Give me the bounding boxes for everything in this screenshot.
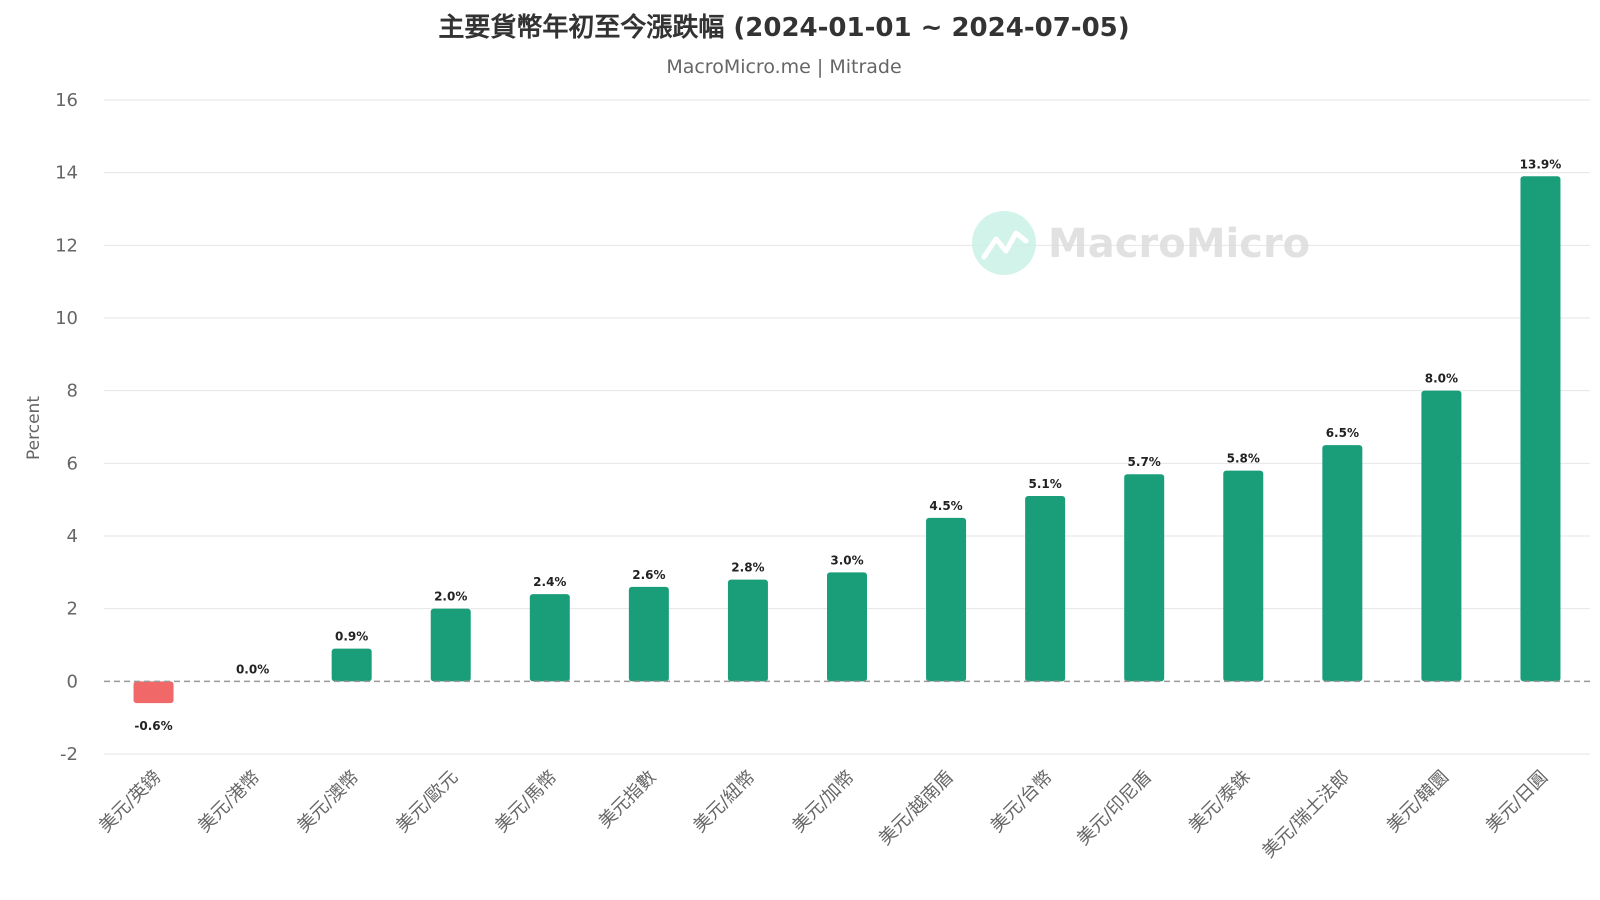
x-axis: 美元/英鎊 美元/港幣 美元/澳幣 美元/歐元 美元/馬幣 美元指數 美元/紐幣 美元/加幣美… — [95, 767, 1552, 863]
data-label: 2.6% — [632, 568, 665, 582]
watermark: MacroMicro — [972, 211, 1310, 275]
x-tick-label: 美元/紐幣 — [689, 767, 759, 837]
x-tick-label: 美元/瑞士法郎 — [1258, 767, 1354, 863]
bar — [628, 586, 669, 682]
data-label: 8.0% — [1425, 372, 1458, 386]
y-axis-label: Percent — [24, 396, 44, 460]
data-label: 0.0% — [236, 662, 269, 676]
y-tick-label: 4 — [67, 526, 78, 547]
data-label: 5.1% — [1028, 477, 1061, 491]
y-tick-label: 8 — [67, 381, 78, 402]
y-tick-label: 0 — [67, 671, 78, 692]
bar — [1421, 390, 1462, 682]
data-label: -0.6% — [134, 719, 172, 733]
bar — [1124, 474, 1165, 682]
data-label: 2.4% — [533, 575, 566, 589]
bar — [827, 572, 867, 682]
chart-title: 主要貨幣年初至今漲跌幅 (2024-01-01 ~ 2024-07-05) — [438, 12, 1129, 43]
x-tick-label: 美元/歐元 — [392, 767, 462, 837]
data-label: 0.9% — [335, 630, 368, 644]
x-tick-label: 美元/泰銖 — [1185, 767, 1255, 837]
chart-subtitle: MacroMicro.me | Mitrade — [666, 56, 901, 78]
bar — [430, 608, 471, 682]
x-tick-label: 美元/加幣 — [788, 767, 858, 837]
bars — [133, 176, 1561, 704]
x-tick-label: 美元/澳幣 — [293, 767, 363, 837]
data-label: 5.7% — [1128, 455, 1161, 469]
data-label: 3.0% — [830, 553, 863, 567]
y-tick-label: 10 — [55, 308, 78, 329]
bar — [331, 648, 372, 682]
y-tick-label: 2 — [67, 599, 78, 620]
y-axis: -2 0 2 4 6 8 10 12 14 16 — [55, 90, 78, 765]
data-label: 5.8% — [1227, 452, 1260, 466]
bar — [1520, 176, 1561, 682]
bar — [1322, 445, 1363, 682]
bar — [133, 681, 174, 704]
chart-trend-icon — [972, 211, 1036, 275]
y-tick-label: -2 — [60, 744, 78, 765]
x-tick-label: 美元/韓圜 — [1383, 767, 1453, 837]
x-tick-label: 美元/港幣 — [194, 767, 264, 837]
x-tick-label: 美元指數 — [595, 767, 661, 833]
x-tick-label: 美元/印尼盾 — [1073, 767, 1156, 850]
x-tick-label: 美元/越南盾 — [875, 767, 958, 850]
bar — [1223, 470, 1264, 682]
data-label: 6.5% — [1326, 426, 1359, 440]
gridlines — [104, 99, 1590, 755]
data-label: 4.5% — [929, 499, 962, 513]
data-labels: -0.6% 0.0% 0.9% 2.0% 2.4% 2.6% 2.8% 3.0% 4.5% 5.1… — [134, 157, 1561, 733]
x-tick-label: 美元/馬幣 — [491, 767, 561, 837]
data-label: 13.9% — [1520, 157, 1562, 171]
y-tick-label: 12 — [55, 235, 78, 256]
bar — [727, 579, 768, 682]
y-tick-label: 16 — [55, 90, 78, 111]
bar — [529, 594, 570, 682]
x-tick-label: 美元/日圓 — [1482, 767, 1552, 837]
bar — [1025, 496, 1066, 682]
bar — [926, 517, 967, 682]
trend-line-icon — [981, 230, 1029, 260]
x-tick-label: 美元/英鎊 — [95, 767, 165, 837]
y-tick-label: 6 — [67, 453, 78, 474]
data-label: 2.8% — [731, 561, 764, 575]
x-tick-label: 美元/台幣 — [987, 767, 1057, 837]
y-tick-label: 14 — [55, 163, 78, 184]
watermark-text: MacroMicro — [1048, 221, 1310, 267]
data-label: 2.0% — [434, 590, 467, 604]
